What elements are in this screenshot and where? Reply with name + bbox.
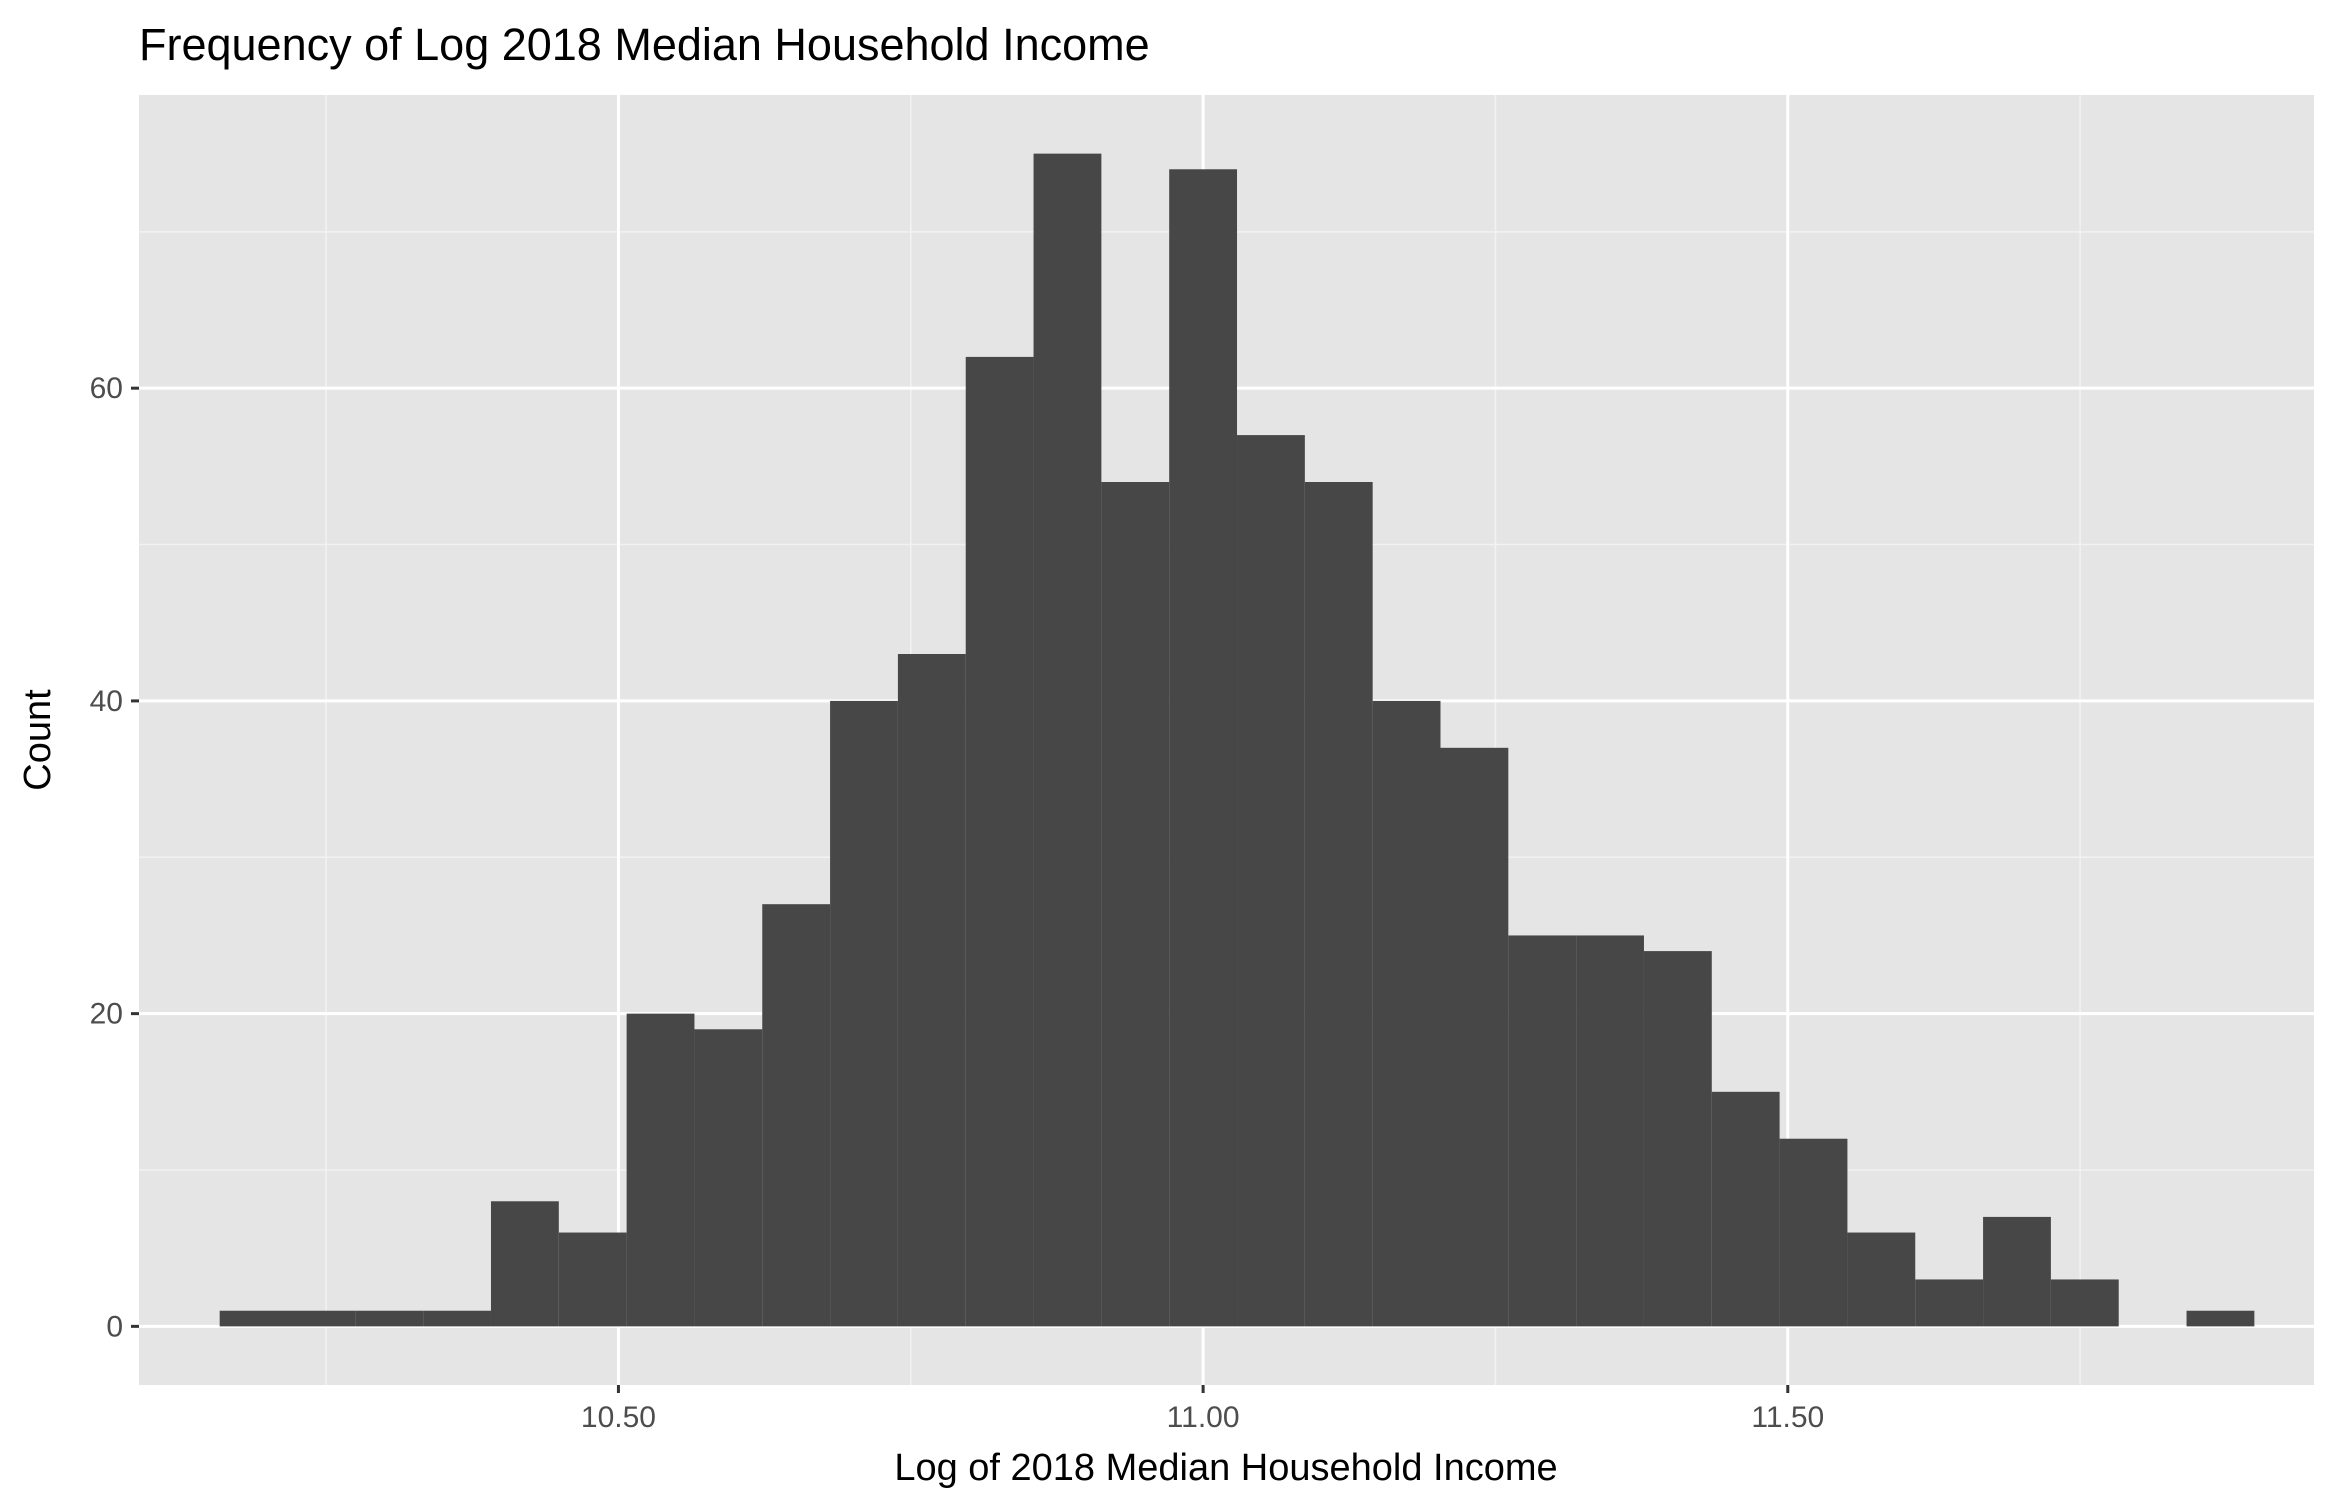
- histogram-bar: [1779, 1138, 1848, 1327]
- y-axis: 0 20 40 60: [90, 372, 139, 1343]
- histogram-bar: [490, 1201, 559, 1327]
- x-axis: 10.50 11.00 11.50: [581, 1385, 1824, 1434]
- histogram-bar: [1711, 1091, 1780, 1327]
- histogram-bar: [830, 700, 898, 1327]
- y-tick-label: 40: [90, 685, 123, 718]
- histogram-bar: [694, 1029, 763, 1327]
- y-tick-label: 20: [90, 998, 123, 1031]
- histogram-bar: [219, 1310, 288, 1327]
- x-axis-title: Log of 2018 Median Household Income: [894, 1447, 1557, 1489]
- histogram-bar: [1101, 482, 1170, 1327]
- histogram-bar: [2186, 1310, 2255, 1327]
- y-tick-label: 60: [90, 372, 123, 405]
- y-tick-label: 0: [106, 1310, 123, 1343]
- y-axis-title: Count: [17, 689, 59, 791]
- histogram-bar: [1304, 482, 1373, 1327]
- histogram-bar: [1915, 1279, 1984, 1327]
- histogram-bar: [1372, 700, 1441, 1327]
- histogram-bar: [1033, 153, 1102, 1327]
- histogram-bar: [626, 1013, 695, 1327]
- histogram-bar: [1847, 1232, 1916, 1327]
- histogram-bar: [1440, 747, 1509, 1327]
- histogram-bar: [423, 1310, 491, 1327]
- histogram-bar: [287, 1310, 356, 1327]
- histogram-bar: [1508, 935, 1577, 1327]
- histogram-bar: [965, 356, 1034, 1327]
- chart-title: Frequency of Log 2018 Median Household I…: [139, 19, 1150, 70]
- histogram-bar: [762, 904, 831, 1327]
- histogram-bar: [1169, 169, 1238, 1327]
- x-tick-label: 11.50: [1751, 1401, 1824, 1434]
- histogram-bar: [2050, 1279, 2119, 1327]
- histogram-bars: [219, 153, 2255, 1327]
- histogram-bar: [897, 654, 966, 1327]
- x-tick-label: 10.50: [581, 1401, 656, 1434]
- histogram-bar: [355, 1310, 424, 1327]
- histogram-bar: [1983, 1216, 2051, 1327]
- histogram-bar: [1643, 951, 1712, 1327]
- histogram-bar: [558, 1232, 627, 1327]
- x-tick-label: 11.00: [1167, 1401, 1240, 1434]
- histogram-bar: [1237, 435, 1305, 1327]
- histogram-bar: [1576, 935, 1644, 1327]
